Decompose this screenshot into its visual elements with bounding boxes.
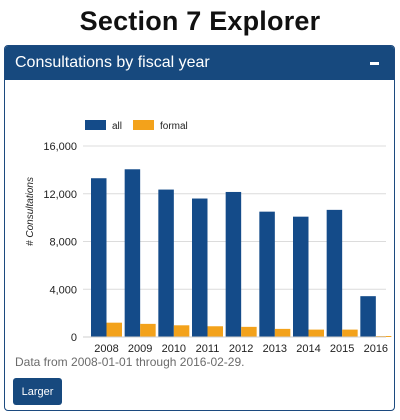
bar-formal — [274, 328, 291, 337]
bar-formal — [207, 326, 223, 337]
bar-formal — [106, 322, 122, 337]
collapse-icon[interactable] — [366, 55, 382, 71]
bar-all — [293, 216, 309, 337]
y-tick-label: 16,000 — [43, 141, 77, 153]
bar-all — [225, 191, 242, 337]
legend-swatch-all — [85, 120, 106, 130]
y-tick-label: 8,000 — [49, 237, 77, 249]
bar-all — [360, 296, 376, 337]
bar-formal — [140, 323, 156, 337]
y-tick-label: 4,000 — [49, 284, 77, 296]
app-title: Section 7 Explorer — [79, 6, 321, 36]
legend-swatch-formal — [133, 120, 154, 130]
data-range-note: Data from 2008-01-01 through 2016-02-29. — [15, 355, 245, 369]
bar-formal — [308, 329, 324, 337]
bar-all — [124, 169, 141, 337]
bar-formal — [241, 326, 257, 337]
x-tick-label: 2016 — [364, 343, 388, 354]
panel-header: Consultations by fiscal year — [5, 46, 394, 80]
y-tick-label: 0 — [71, 332, 77, 344]
x-tick-label: 2013 — [263, 343, 287, 354]
x-tick-label: 2011 — [196, 343, 220, 354]
bar-all — [192, 198, 208, 337]
x-tick-label: 2009 — [128, 343, 152, 354]
legend-label-all: all — [112, 121, 122, 132]
x-tick-label: 2010 — [162, 343, 186, 354]
y-tick-label: 12,000 — [43, 189, 77, 201]
chart-panel: Consultations by fiscal year 0 4,000 8,000… — [4, 45, 395, 411]
bar-formal — [342, 329, 358, 337]
legend-label-formal: formal — [160, 121, 188, 132]
bar-formal — [173, 325, 190, 337]
chart-area: 0 4,000 8,000 12,000 16,000 # Consultations 20… — [5, 82, 394, 355]
consultations-chart: 0 4,000 8,000 12,000 16,000 # Consultations 20… — [25, 120, 392, 355]
bar-all — [259, 211, 275, 337]
x-tick-label: 2012 — [229, 343, 253, 354]
x-tick-label: 2014 — [296, 343, 320, 354]
bar-all — [158, 189, 174, 337]
panel-title: Consultations by fiscal year — [15, 54, 210, 71]
bar-all — [326, 209, 343, 337]
x-tick-label: 2008 — [94, 343, 118, 354]
bar-all — [91, 178, 107, 337]
x-tick-label: 2015 — [330, 343, 354, 354]
y-axis-label: # Consultations — [25, 177, 36, 246]
larger-button[interactable]: Larger — [13, 378, 62, 405]
